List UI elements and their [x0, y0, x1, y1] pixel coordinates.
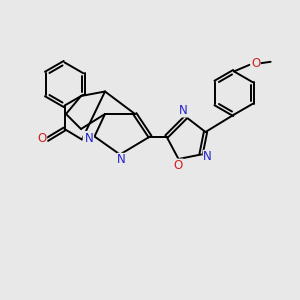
Text: N: N — [203, 150, 212, 164]
Text: N: N — [85, 131, 94, 145]
Text: N: N — [179, 104, 188, 117]
Text: O: O — [38, 132, 46, 145]
Text: O: O — [251, 57, 260, 70]
Text: O: O — [174, 159, 183, 172]
Text: N: N — [117, 153, 126, 167]
Text: O: O — [83, 133, 92, 146]
